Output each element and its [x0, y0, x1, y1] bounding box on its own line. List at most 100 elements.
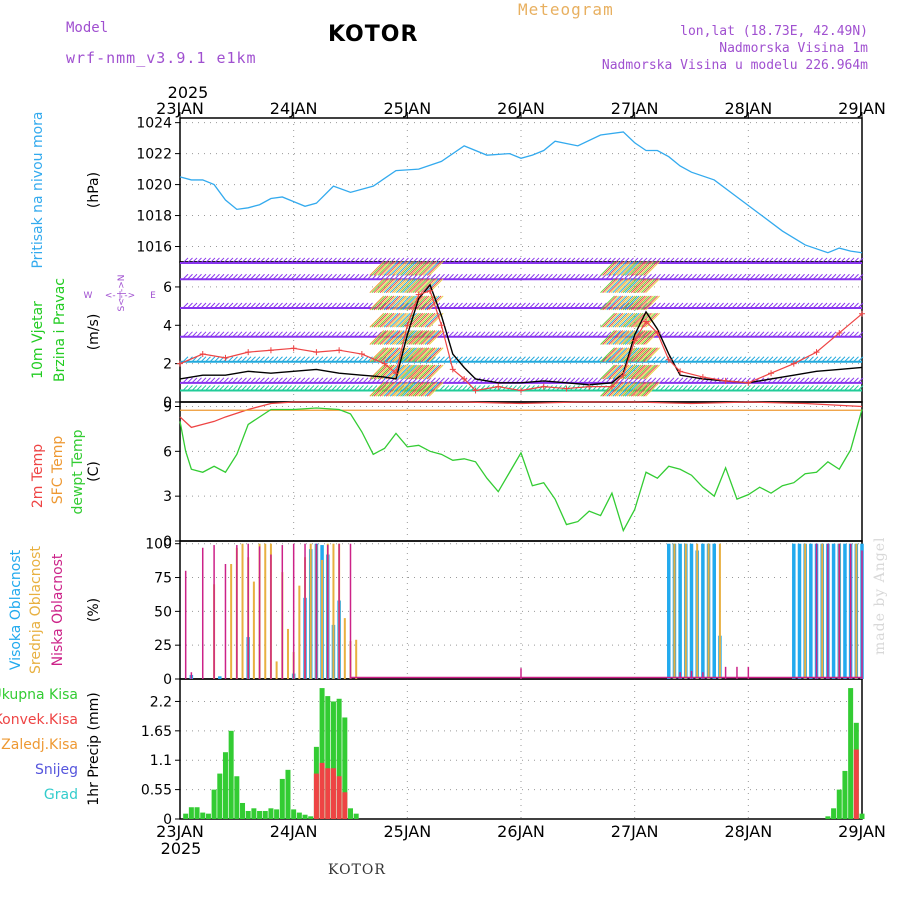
wind-barb	[830, 356, 837, 363]
wind-barb	[470, 331, 477, 338]
wind-barb	[187, 385, 193, 391]
wind-barb	[227, 356, 234, 363]
wind-barb	[380, 356, 387, 363]
wind-barb	[317, 331, 324, 338]
wind-barb	[502, 302, 508, 309]
wind-gust-marker	[427, 287, 434, 294]
wind-barb	[596, 302, 603, 309]
wind-barb	[430, 257, 436, 264]
wind-gust-marker	[381, 360, 388, 367]
wind-barb	[754, 302, 760, 309]
precip-bar	[228, 730, 234, 819]
wind-barb-storm	[604, 330, 620, 345]
wind-barb	[587, 377, 594, 384]
precip-legend-label: Ukupna Kisa	[0, 687, 78, 703]
y-tick-label: 6	[163, 444, 172, 460]
wind-barb	[551, 273, 558, 280]
wind-barb	[263, 257, 270, 264]
wind-barb-storm	[381, 278, 397, 294]
wind-barb-storm	[624, 261, 640, 276]
wind-barb-storm	[630, 347, 646, 363]
wind-barb	[835, 302, 841, 309]
wind-barb-storm	[600, 278, 615, 294]
wind-barb	[520, 356, 526, 363]
wind-barb-storm	[620, 295, 636, 311]
wind-barb	[511, 385, 517, 391]
precip-legend-label: Snijeg	[35, 762, 78, 778]
wind-barb	[542, 385, 549, 391]
wind-barb	[205, 302, 211, 309]
wind-barb-storm	[416, 312, 432, 328]
wind-barb-storm	[630, 261, 646, 276]
wind-barb	[452, 302, 459, 309]
wind-barb	[808, 302, 814, 309]
wind-barb-storm	[426, 261, 442, 276]
wind-barb	[745, 331, 751, 338]
wind-barb	[439, 302, 445, 309]
wind-barb	[763, 302, 769, 309]
wind-barb	[425, 257, 432, 264]
wind-barb	[308, 356, 315, 363]
wind-barb	[268, 377, 274, 384]
wind-barb	[803, 273, 810, 280]
wind-barb	[286, 377, 292, 384]
precip-bar	[342, 717, 348, 819]
wind-barb	[803, 356, 810, 363]
wind-barb	[592, 273, 598, 280]
precip-bar	[325, 696, 331, 819]
wind-barb	[511, 356, 517, 363]
wind-barb	[821, 257, 828, 264]
wind-barb	[799, 331, 805, 338]
wind-barb	[821, 273, 828, 280]
wind-barb	[542, 257, 549, 264]
wind-barb	[295, 257, 301, 264]
wind-barb	[713, 385, 720, 391]
cloud-bar	[849, 543, 852, 679]
precip-bar	[825, 816, 831, 819]
wind-barb	[457, 273, 463, 280]
wind-barb	[533, 356, 540, 363]
temperature-panel: 0 3 6 9 (C)	[86, 399, 863, 550]
wind-barb	[313, 257, 319, 264]
wind-barb	[515, 257, 522, 264]
wind-barb-storm	[383, 278, 399, 294]
wind-barb	[578, 302, 585, 309]
wind-barb	[772, 356, 778, 363]
wind-barb	[299, 257, 306, 264]
wind-barb-storm	[387, 295, 403, 311]
wind-barb	[731, 302, 738, 309]
wind-barb	[398, 385, 405, 391]
wind-barb	[551, 302, 558, 309]
wind-barb	[317, 302, 324, 309]
wind-barb-storm	[643, 312, 658, 328]
wind-barb	[497, 377, 504, 384]
wind-barb	[583, 273, 589, 280]
wind-barb	[538, 356, 544, 363]
wind-barb	[844, 356, 850, 363]
wind-barb	[763, 356, 769, 363]
wind-barb-storm	[426, 364, 442, 380]
wind-barb	[232, 302, 238, 309]
cloud-bar	[338, 543, 340, 679]
wind-barb	[205, 377, 211, 384]
wind-barb	[457, 257, 463, 264]
precip-bar	[251, 808, 257, 819]
wind-barb	[677, 257, 684, 264]
wind-barb	[353, 257, 360, 264]
wind-barb	[430, 356, 436, 363]
wind-barb	[187, 273, 193, 280]
wind-barb	[205, 257, 211, 264]
wind-barb	[592, 257, 598, 264]
wind-barb-storm	[428, 364, 444, 380]
wind-dir-vertical: S<-|->N	[117, 274, 127, 311]
precip-bar	[194, 807, 200, 819]
wind-barb	[182, 356, 189, 363]
wind-barb	[479, 331, 486, 338]
wind-barb	[713, 331, 720, 338]
wind-barb-storm	[645, 312, 660, 328]
wind-barb	[758, 273, 765, 280]
wind-barb-storm	[404, 364, 419, 380]
pressure-ylabel: (hPa)	[86, 172, 102, 208]
wind-barb-storm	[632, 364, 648, 380]
wind-barb	[200, 377, 207, 384]
